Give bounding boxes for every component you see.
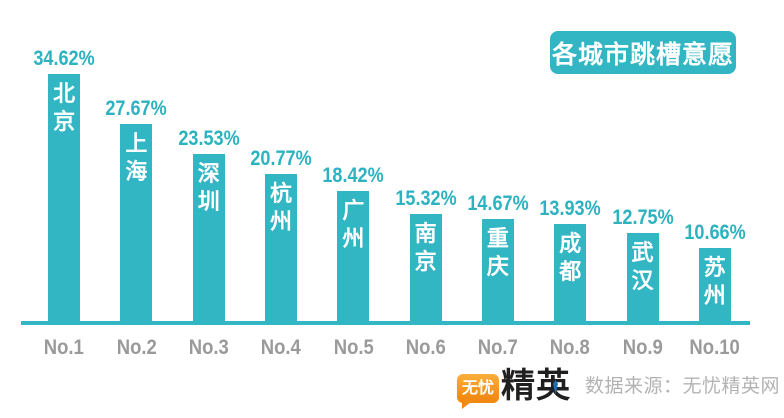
data-source-text: 数据来源：无忧精英网 <box>585 376 781 397</box>
bar-column-2: 27.67% 上海 <box>100 0 172 325</box>
chart-title-badge: 各城市跳槽意愿 <box>550 31 736 74</box>
bar-column-5: 18.42% 广州 <box>317 0 389 325</box>
x-axis-tick-label: No.10 <box>689 336 740 359</box>
x-axis-tick-label: No.6 <box>405 336 446 359</box>
logo-brand-text: 精英 <box>501 367 571 405</box>
bar: 重庆 <box>481 219 514 325</box>
bar: 广州 <box>337 191 370 325</box>
bar-value-label: 10.66% <box>684 221 746 244</box>
bar-column-3: 23.53% 深圳 <box>173 0 245 325</box>
bar: 上海 <box>120 124 153 325</box>
bar: 杭州 <box>265 174 298 325</box>
x-axis-labels: No.1 No.2 No.3 No.4 No.5 No.6 No.7 No.8 No.9 No.1… <box>28 337 751 359</box>
x-axis-tick-label: No.5 <box>333 336 374 359</box>
bar-city-label: 重庆 <box>486 226 509 279</box>
bar-column-4: 20.77% 杭州 <box>245 0 317 325</box>
bar-value-label: 34.62% <box>33 47 95 70</box>
bar-city-label: 成都 <box>559 231 582 284</box>
x-axis-line <box>21 321 750 325</box>
bar: 武汉 <box>626 233 659 325</box>
bar-columns: 34.62% 北京 27.67% 上海 23.53% 深圳 20.77% 杭州 18.42% 广州… <box>28 0 751 325</box>
bar-city-label: 南京 <box>414 221 437 274</box>
bar: 南京 <box>409 214 442 325</box>
bar-column-6: 15.32% 南京 <box>389 0 461 325</box>
bar: 苏州 <box>698 248 731 325</box>
logo-bubble-tail-icon <box>462 402 471 409</box>
logo-tie-icon <box>553 380 558 394</box>
bar-city-label: 杭州 <box>270 181 293 234</box>
bar-city-label: 武汉 <box>631 240 654 293</box>
bar-column-10: 10.66% 苏州 <box>679 0 751 325</box>
x-axis-tick-label: No.9 <box>622 336 663 359</box>
x-axis-tick-label: No.2 <box>116 336 157 359</box>
bar-value-label: 18.42% <box>322 164 384 187</box>
bar: 深圳 <box>192 154 225 325</box>
bar-value-label: 14.67% <box>467 192 529 215</box>
bar-city-label: 苏州 <box>703 255 726 308</box>
x-axis-tick-label: No.4 <box>261 336 302 359</box>
chart-title: 各城市跳槽意愿 <box>551 40 734 69</box>
bar-city-label: 广州 <box>342 198 365 251</box>
bar-chart: 34.62% 北京 27.67% 上海 23.53% 深圳 20.77% 杭州 18.42% 广州… <box>21 0 751 359</box>
x-axis-tick-label: No.8 <box>550 336 591 359</box>
bar-city-label: 上海 <box>125 131 148 184</box>
logo-bubble: 无忧 <box>457 374 499 409</box>
bar-value-label: 12.75% <box>611 206 674 229</box>
bar-column-7: 14.67% 重庆 <box>462 0 534 325</box>
bar-column-8: 13.93% 成都 <box>534 0 606 325</box>
bar-value-label: 20.77% <box>250 147 312 170</box>
bar-value-label: 27.67% <box>105 97 168 120</box>
bar: 北京 <box>48 74 81 325</box>
bar-column-9: 12.75% 武汉 <box>606 0 678 325</box>
x-axis-tick-label: No.3 <box>188 336 229 359</box>
bar-city-label: 深圳 <box>197 161 220 214</box>
x-axis-tick-label: No.7 <box>477 336 518 359</box>
x-axis-tick-label: No.1 <box>44 336 85 359</box>
bar-city-label: 北京 <box>53 81 76 134</box>
bar-value-label: 13.93% <box>539 197 601 220</box>
bar-column-1: 34.62% 北京 <box>28 0 100 325</box>
bar-value-label: 15.32% <box>394 187 457 210</box>
bar-value-label: 23.53% <box>178 127 240 150</box>
bar: 成都 <box>554 224 587 325</box>
logo-bubble-text: 无忧 <box>461 379 494 397</box>
